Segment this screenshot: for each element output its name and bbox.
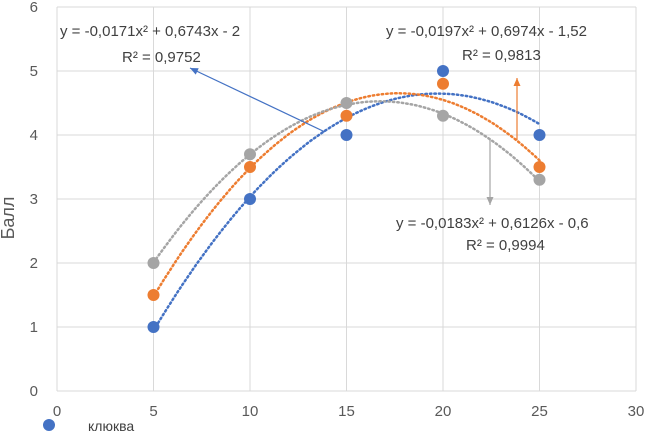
gray-equation: y = -0,0183x² + 0,6126x - 0,6 xyxy=(396,215,589,232)
data-point-series-1 xyxy=(340,109,353,122)
data-point-series-2 xyxy=(244,148,256,161)
blue-equation: y = -0,0171x² + 0,6743x - 2 xyxy=(60,23,240,40)
data-point-series-2 xyxy=(533,173,546,186)
gray-arrow-head xyxy=(486,197,494,205)
data-point-series-0 xyxy=(244,193,256,205)
x-tick-label: 5 xyxy=(149,403,157,420)
y-tick-label: 3 xyxy=(30,191,38,208)
data-point-series-1 xyxy=(533,161,546,173)
data-point-series-0 xyxy=(437,65,449,77)
y-tick-label: 6 xyxy=(30,0,38,16)
y-axis-ticks: 0 1 2 3 4 5 6 xyxy=(30,0,38,400)
x-tick-label: 0 xyxy=(53,403,61,420)
y-axis-label: Балл xyxy=(0,197,18,240)
orange-arrow-head xyxy=(513,78,521,86)
data-point-series-2 xyxy=(437,109,449,122)
y-tick-label: 5 xyxy=(30,63,38,80)
blue-arrow-head xyxy=(190,68,199,75)
legend: клюква xyxy=(43,418,134,432)
data-point-series-1 xyxy=(437,77,449,90)
x-tick-label: 10 xyxy=(242,403,259,420)
data-point-series-0 xyxy=(533,129,546,141)
x-tick-label: 20 xyxy=(435,403,452,420)
data-point-series-0 xyxy=(147,321,160,333)
y-tick-label: 0 xyxy=(30,383,38,400)
y-tick-label: 2 xyxy=(30,255,38,272)
legend-marker-blue xyxy=(43,419,55,431)
label-arrows xyxy=(189,67,521,205)
data-point-series-1 xyxy=(147,289,160,301)
y-tick-label: 1 xyxy=(30,319,38,336)
blue-r2: R² = 0,9752 xyxy=(122,49,201,66)
gray-r2: R² = 0,9994 xyxy=(466,237,545,254)
x-tick-label: 25 xyxy=(531,403,548,420)
x-tick-label: 15 xyxy=(338,403,355,420)
legend-label: клюква xyxy=(88,418,134,432)
x-tick-label: 30 xyxy=(628,403,645,420)
y-tick-label: 4 xyxy=(30,127,38,144)
data-point-series-1 xyxy=(244,161,256,173)
blue-arrow-line xyxy=(189,67,326,133)
orange-r2: R² = 0,9813 xyxy=(462,47,541,64)
data-point-series-2 xyxy=(147,257,160,269)
data-point-series-2 xyxy=(340,97,353,109)
orange-equation: y = -0,0197x² + 0,6974x - 1,52 xyxy=(386,23,587,40)
data-points xyxy=(147,65,546,333)
data-point-series-0 xyxy=(340,129,353,141)
x-axis-ticks: 0 5 10 15 20 25 30 xyxy=(53,403,645,420)
trendline-series-2 xyxy=(152,100,541,264)
